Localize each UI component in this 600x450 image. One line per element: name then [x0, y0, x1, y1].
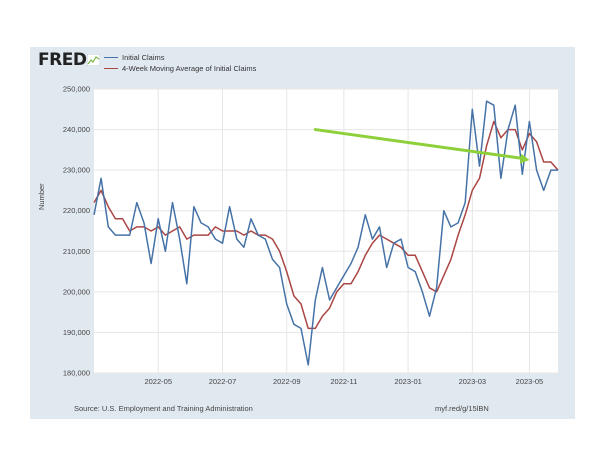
fred-logo-graph-icon — [87, 54, 100, 66]
y-axis-label: Number — [37, 183, 46, 210]
legend-label-initial-claims: Initial Claims — [122, 53, 165, 62]
fred-logo: FRED — [38, 50, 102, 72]
series-line-initial-claims — [93, 100, 558, 366]
x-tick-label: 2023-01 — [394, 377, 422, 386]
legend-swatch-initial-claims — [104, 57, 118, 58]
y-tick-label: 190,000 — [63, 328, 90, 337]
legend-swatch-moving-average — [104, 68, 118, 69]
y-tick-label: 240,000 — [63, 125, 90, 134]
y-tick-label: 220,000 — [63, 206, 90, 215]
y-tick-label: 230,000 — [63, 166, 90, 175]
legend-item-initial-claims: Initial Claims — [104, 52, 256, 63]
legend: Initial Claims 4-Week Moving Average of … — [104, 52, 256, 74]
x-tick-label: 2022-05 — [144, 377, 172, 386]
fred-logo-text: FRED — [38, 50, 87, 70]
source-note: Source: U.S. Employment and Training Adm… — [74, 404, 253, 413]
short-url[interactable]: myf.red/g/15lBN — [435, 404, 489, 413]
x-tick-label: 2023-05 — [516, 377, 544, 386]
y-tick-label: 250,000 — [63, 85, 90, 94]
x-tick-label: 2023-03 — [459, 377, 487, 386]
x-tick-label: 2022-07 — [209, 377, 237, 386]
legend-item-moving-average: 4-Week Moving Average of Initial Claims — [104, 63, 256, 74]
trend-arrow-shaft — [313, 128, 525, 160]
x-tick-label: 2022-11 — [330, 377, 357, 386]
y-tick-label: 180,000 — [63, 369, 90, 378]
y-tick-label: 200,000 — [63, 287, 90, 296]
y-tick-label: 210,000 — [63, 247, 90, 256]
trend-arrow-head — [519, 153, 530, 164]
x-tick-label: 2022-09 — [273, 377, 301, 386]
legend-label-moving-average: 4-Week Moving Average of Initial Claims — [122, 64, 257, 73]
series-line-moving-average — [93, 120, 559, 330]
